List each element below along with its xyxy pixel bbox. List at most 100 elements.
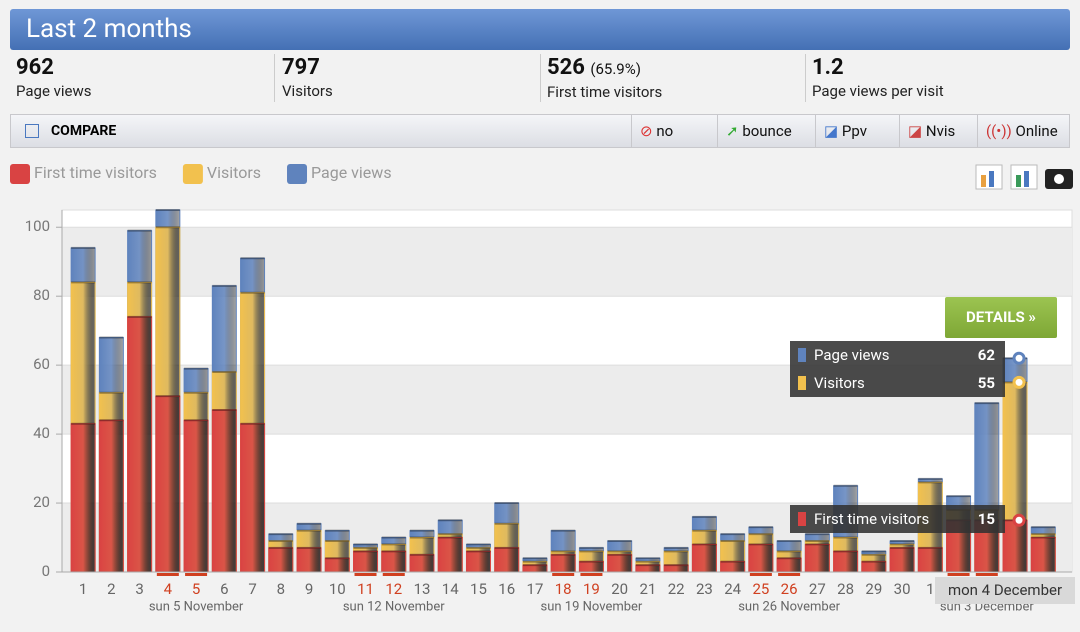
x-tick-label: 2 <box>107 580 115 598</box>
details-button[interactable]: DETAILS » <box>945 297 1057 338</box>
stat-value: 962 <box>16 55 54 80</box>
stat-label: First time visitors <box>547 83 663 101</box>
tooltip-name: Page views <box>814 346 890 364</box>
bar <box>1002 519 1028 573</box>
bar <box>70 423 96 573</box>
x-tick-label: 10 <box>329 580 346 598</box>
x-tick-label: 9 <box>305 580 313 598</box>
x-tick-label: 11 <box>357 580 374 598</box>
weekend-marker <box>354 573 377 576</box>
bar <box>720 561 746 573</box>
legend-label: First time visitors <box>34 163 157 182</box>
bar <box>240 423 266 573</box>
bar <box>494 547 520 573</box>
weekend-marker <box>975 573 998 576</box>
x-tick-label: 25 <box>752 580 769 598</box>
stat-value: 1.2 <box>812 55 844 80</box>
x-tick-label: 22 <box>668 580 685 598</box>
x-tick-label: 15 <box>470 580 487 598</box>
bar <box>748 543 774 573</box>
x-tick-label: 4 <box>164 580 173 598</box>
bar <box>381 550 407 573</box>
weekend-marker <box>156 573 179 576</box>
x-tick-label: 30 <box>894 580 911 598</box>
tooltip-value: 62 <box>977 346 995 364</box>
bar <box>607 554 633 573</box>
tooltip-row: First time visitors 15 <box>790 505 1005 533</box>
weekend-marker <box>580 573 603 576</box>
x-tick-label: 3 <box>135 580 143 598</box>
tooltip-name: First time visitors <box>814 510 930 528</box>
toolbar: COMPARE ⊘ no ➚ bounce ◪ Ppv ◪ Nvis ((•))… <box>10 114 1070 148</box>
week-label: sun 5 November <box>149 599 244 614</box>
stat-label: Page views <box>16 82 92 100</box>
x-tick-label: 29 <box>865 580 882 598</box>
camera-lens <box>1052 172 1066 186</box>
weekend-marker <box>778 573 801 576</box>
option-ppv[interactable]: ◪ Ppv <box>815 115 894 147</box>
chart-type-icon-bar <box>1024 171 1029 187</box>
option-label: Nvis <box>925 122 956 140</box>
stat-extra: (65.9%) <box>590 60 641 78</box>
x-tick-label: 7 <box>248 580 256 598</box>
weekend-marker <box>947 573 970 576</box>
option-nvis[interactable]: ◪ Nvis <box>899 115 978 147</box>
legend-swatch <box>10 164 30 184</box>
y-tick-label: 100 <box>25 217 50 235</box>
option-label: Online <box>1015 122 1058 140</box>
tooltip-dot <box>1012 375 1026 389</box>
tooltip-dot <box>1012 351 1026 365</box>
tooltip-value: 15 <box>977 510 995 528</box>
bar <box>296 547 322 573</box>
bar <box>776 557 802 573</box>
x-tick-label: 5 <box>192 580 200 598</box>
weekend-marker <box>185 573 208 576</box>
x-tick-label: 18 <box>555 580 572 598</box>
bar <box>98 419 124 573</box>
tooltip: Page views 62 Visitors 55 <box>790 341 1005 397</box>
y-tick-label: 80 <box>33 286 50 304</box>
x-tick-label: 8 <box>277 580 285 598</box>
legend-label: Visitors <box>207 163 261 182</box>
bar <box>353 550 379 573</box>
bar <box>861 561 887 573</box>
stat-label: Visitors <box>282 82 333 100</box>
chart-type-icon-bar <box>989 171 994 187</box>
x-tick-label: 23 <box>696 580 713 598</box>
bar <box>917 547 943 573</box>
x-tick-label: 28 <box>837 580 854 598</box>
stat: 797 Visitors <box>276 54 541 102</box>
week-label: sun 12 November <box>343 599 445 614</box>
bar <box>155 395 181 573</box>
x-tick-label: 26 <box>781 580 798 598</box>
stat-number: 526 <box>547 55 585 80</box>
weekend-marker <box>382 573 405 576</box>
swatch <box>798 512 806 526</box>
x-tick-label: 27 <box>809 580 826 598</box>
bar <box>324 557 350 573</box>
compare-button[interactable]: COMPARE <box>51 123 117 139</box>
option-bounce[interactable]: ➚ bounce <box>717 115 812 147</box>
bar <box>465 550 491 573</box>
x-tick-label: 24 <box>724 580 741 598</box>
x-tick-label: 16 <box>498 580 515 598</box>
option-label: no <box>656 122 674 140</box>
x-tick-label: 19 <box>583 580 600 598</box>
x-tick-label: 13 <box>414 580 431 598</box>
stat: 962 Page views <box>10 54 275 102</box>
bar <box>550 554 576 573</box>
option-online[interactable]: ((•)) Online <box>977 115 1072 147</box>
tooltip: First time visitors 15 <box>790 505 1005 533</box>
chart-type-icon-bar <box>981 175 986 187</box>
weekend-marker <box>749 573 772 576</box>
panel-title: Last 2 months <box>10 9 1070 50</box>
stat-value: 797 <box>282 55 320 80</box>
grid-band <box>62 227 1072 297</box>
tooltip-value: 55 <box>977 374 995 392</box>
swatch <box>798 348 806 362</box>
option-no[interactable]: ⊘ no <box>631 115 718 147</box>
chart-type-icon-bar <box>1016 175 1021 187</box>
bar <box>437 537 463 573</box>
